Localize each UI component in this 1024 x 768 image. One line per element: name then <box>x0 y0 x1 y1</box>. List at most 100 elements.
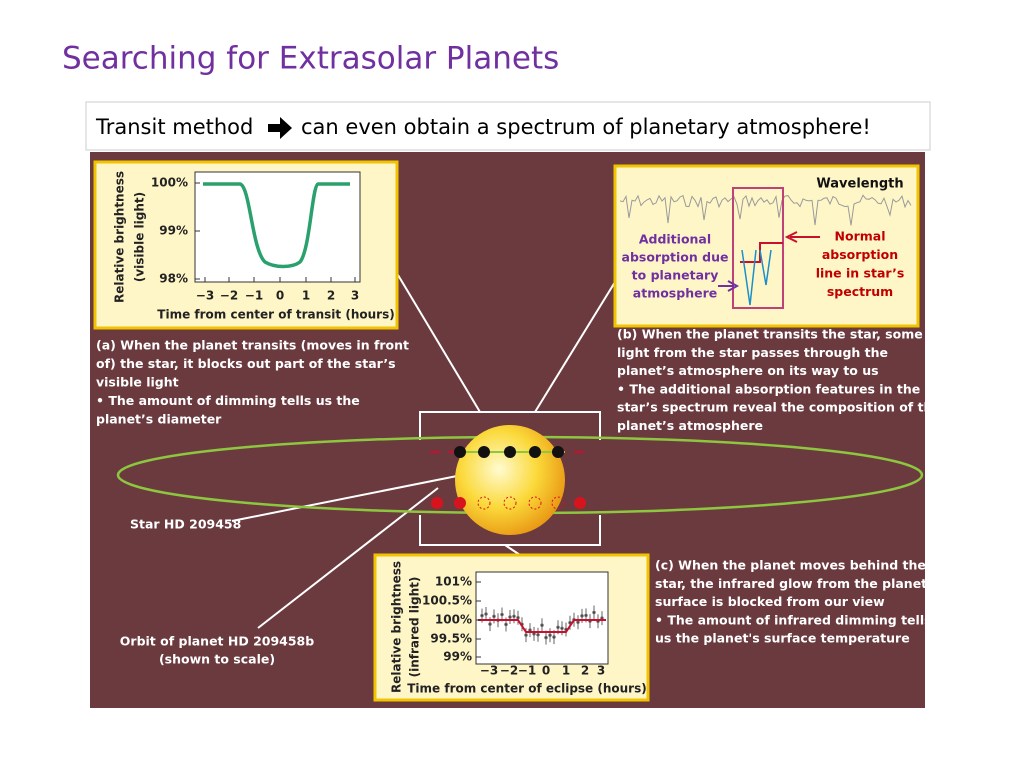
point <box>484 612 488 616</box>
x-tick-label: −3 <box>480 664 498 678</box>
caption-line: • The additional absorption features in … <box>617 381 920 396</box>
point <box>584 613 588 618</box>
x-tick-label: 0 <box>276 289 284 303</box>
extra-absorption <box>741 249 772 306</box>
x-tick-label: 3 <box>351 289 359 303</box>
star-label: Star HD 209458 <box>130 517 241 532</box>
x-tick-label: −1 <box>518 664 536 678</box>
point <box>524 633 528 637</box>
point <box>500 612 504 617</box>
note-line: line in star’s <box>816 266 905 281</box>
x-tick-label: 2 <box>581 664 589 678</box>
panel-c-plot <box>475 571 609 665</box>
star <box>455 425 565 535</box>
panel-a-plot <box>194 171 361 283</box>
x-tick-label: 3 <box>597 664 605 678</box>
x-axis-label: Time from center of eclipse (hours) <box>407 682 646 696</box>
point <box>508 615 512 619</box>
caption-line: surface is blocked from our view <box>655 594 885 609</box>
arrow-icon <box>268 117 292 139</box>
panel-b <box>613 164 920 328</box>
note-line: absorption due <box>622 250 729 265</box>
caption-line: planet’s diameter <box>96 412 222 427</box>
slide-title: Searching for Extrasolar Planets <box>62 41 559 77</box>
point <box>532 632 536 636</box>
planets <box>431 446 586 510</box>
wavelength-label: Wavelength <box>816 177 903 192</box>
caption-line: (a) When the planet transits (moves in f… <box>96 338 409 353</box>
point <box>560 626 564 630</box>
point <box>552 635 556 639</box>
caption-line: visible light <box>96 375 179 390</box>
point <box>600 616 604 620</box>
spectrum-zoom-box <box>732 187 784 309</box>
point <box>504 622 508 627</box>
point <box>576 620 580 624</box>
point <box>512 614 516 618</box>
y-axis-label: (infrared light) <box>408 577 422 678</box>
point <box>528 628 532 632</box>
note-line: atmosphere <box>633 286 717 301</box>
note-line: spectrum <box>827 284 893 299</box>
caption-line: (b) When the planet transits the star, s… <box>617 327 923 342</box>
subtitle-right: can even obtain a spectrum of planetary … <box>301 115 871 139</box>
orbit-label: (shown to scale) <box>159 652 275 667</box>
spectrum <box>619 194 912 226</box>
point <box>536 633 540 637</box>
caption-line: • The amount of infrared dimming tells <box>655 612 932 627</box>
caption-line: of) the star, it blocks out part of the … <box>96 356 396 371</box>
y-tick-label: 100% <box>435 613 472 627</box>
additional-arrow <box>718 280 740 292</box>
note-line: to planetary <box>632 268 719 283</box>
caption-line: us the planet's surface temperature <box>655 631 910 646</box>
panel-c-curve <box>478 619 606 633</box>
x-tick-label: 1 <box>562 664 570 678</box>
point <box>580 614 584 618</box>
point <box>592 610 596 615</box>
x-tick-label: −1 <box>245 289 263 303</box>
caption-line: planet’s atmosphere <box>617 418 763 433</box>
x-axis-label: Time from center of transit (hours) <box>157 308 394 322</box>
y-axis-label: Relative brightness <box>390 561 404 693</box>
caption-line: (c) When the planet moves behind the <box>655 558 926 573</box>
panel-a-curve <box>203 182 350 269</box>
panel-c-points <box>480 605 604 645</box>
note-line: Additional <box>639 232 711 247</box>
point <box>516 616 520 620</box>
caption-line: planet’s atmosphere on its way to us <box>617 363 879 378</box>
y-tick-label: 101% <box>435 575 472 589</box>
subtitle-left: Transit method <box>95 115 253 139</box>
point <box>556 625 560 629</box>
point <box>492 614 496 619</box>
y-tick-label: 99% <box>159 224 188 238</box>
caption-line: star’s spectrum reveal the composition o… <box>617 400 941 415</box>
y-axis-label: Relative brightness <box>113 171 127 303</box>
y-axis-label: (visible light) <box>133 192 147 282</box>
y-tick-label: 98% <box>159 272 188 286</box>
y-tick-label: 100.5% <box>422 594 472 608</box>
x-tick-label: 0 <box>542 664 550 678</box>
point <box>488 622 492 626</box>
point <box>544 635 548 640</box>
subtitle-box <box>85 101 931 151</box>
point <box>540 623 544 627</box>
orbit-label: Orbit of planet HD 209458b <box>120 634 314 649</box>
caption-line: • The amount of dimming tells us the <box>96 393 360 408</box>
x-tick-label: 1 <box>302 289 310 303</box>
y-tick-label: 100% <box>151 176 188 190</box>
point <box>548 633 552 637</box>
y-tick-label: 99% <box>443 650 472 664</box>
y-tick-label: 99.5% <box>430 632 472 646</box>
x-tick-label: 2 <box>327 289 335 303</box>
point <box>480 613 484 618</box>
note-line: absorption <box>822 247 898 262</box>
note-line: Normal <box>835 229 886 244</box>
x-tick-label: −2 <box>500 664 518 678</box>
x-tick-label: −3 <box>196 289 214 303</box>
x-tick-label: −2 <box>220 289 238 303</box>
caption-line: star, the infrared glow from the planet'… <box>655 576 938 591</box>
caption-line: light from the star passes through the <box>617 345 888 360</box>
normal-arrow <box>784 231 820 243</box>
